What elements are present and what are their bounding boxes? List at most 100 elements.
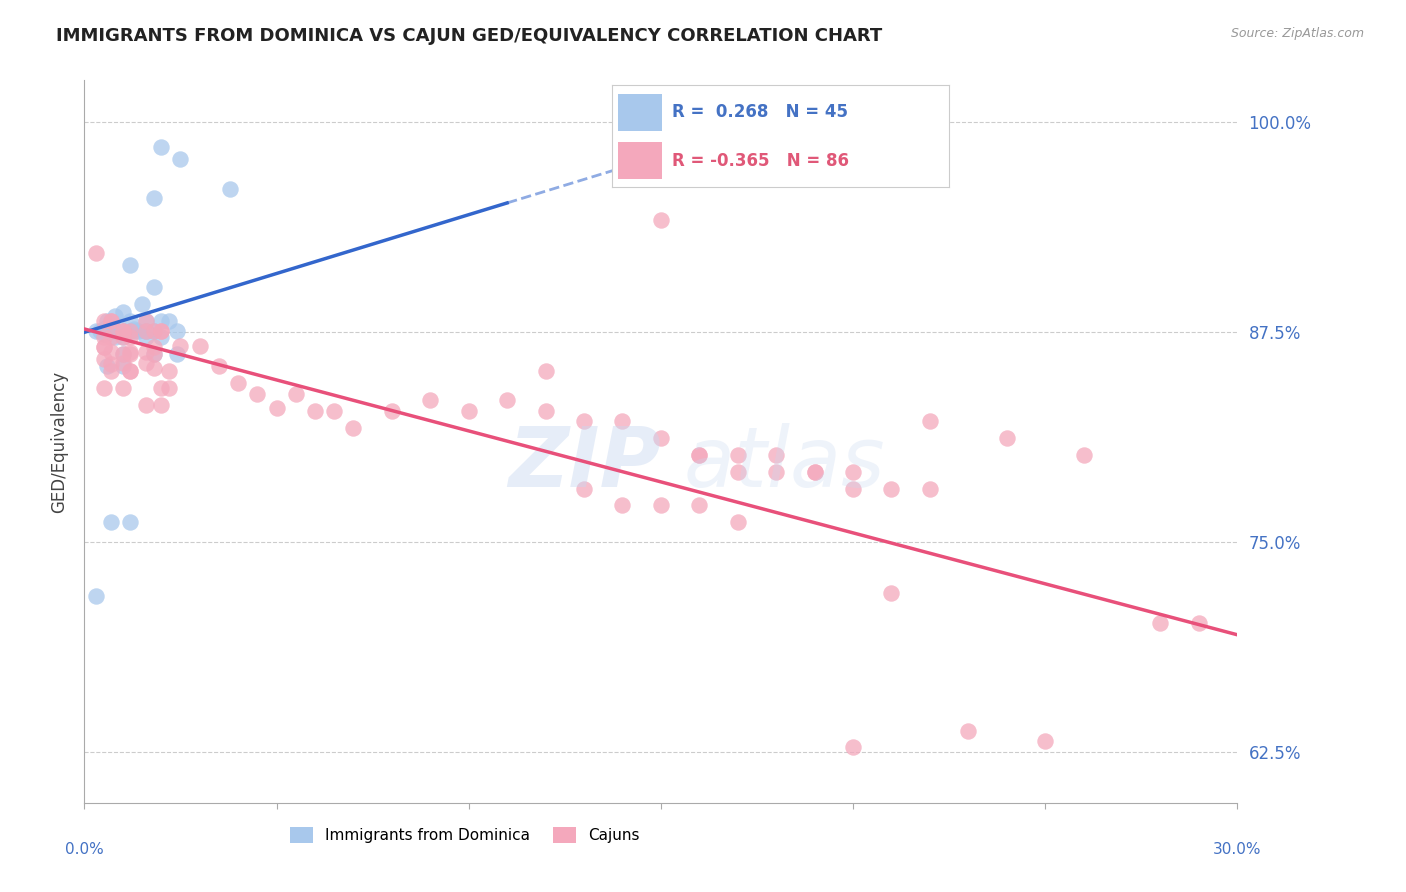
Point bbox=[688, 448, 710, 462]
Point bbox=[100, 313, 122, 327]
Text: 0.0%: 0.0% bbox=[65, 842, 104, 856]
Point bbox=[457, 404, 479, 418]
Text: atlas: atlas bbox=[683, 423, 886, 504]
Point bbox=[111, 347, 134, 361]
Point bbox=[612, 499, 634, 513]
Point bbox=[93, 326, 115, 341]
Point bbox=[142, 341, 165, 355]
Point bbox=[135, 324, 157, 338]
Point bbox=[381, 404, 404, 418]
Point bbox=[135, 330, 157, 344]
Point bbox=[142, 191, 165, 205]
Point bbox=[111, 305, 134, 319]
Point bbox=[104, 309, 127, 323]
Point bbox=[89, 324, 111, 338]
Point bbox=[842, 740, 865, 755]
Point bbox=[111, 355, 134, 369]
Point bbox=[111, 347, 134, 361]
Point bbox=[142, 324, 165, 338]
Point bbox=[150, 330, 173, 344]
Point bbox=[650, 431, 672, 445]
Point bbox=[100, 357, 122, 371]
Text: R = -0.365   N = 86: R = -0.365 N = 86 bbox=[672, 152, 849, 169]
Point bbox=[100, 313, 122, 327]
Point bbox=[803, 465, 825, 479]
Point bbox=[142, 324, 165, 338]
Point bbox=[120, 364, 142, 378]
Point bbox=[93, 330, 115, 344]
Bar bbox=[619, 142, 662, 179]
Text: 30.0%: 30.0% bbox=[1213, 842, 1261, 856]
Point bbox=[120, 258, 142, 272]
Point bbox=[534, 404, 557, 418]
Point bbox=[612, 414, 634, 428]
Point bbox=[1149, 615, 1171, 630]
Point bbox=[803, 465, 825, 479]
Point bbox=[169, 339, 191, 353]
Point bbox=[111, 324, 134, 338]
Point bbox=[323, 404, 346, 418]
Point bbox=[93, 352, 115, 367]
Point bbox=[104, 330, 127, 344]
Point bbox=[765, 465, 787, 479]
Point bbox=[127, 324, 149, 338]
Legend: Immigrants from Dominica, Cajuns: Immigrants from Dominica, Cajuns bbox=[284, 822, 645, 849]
Point bbox=[727, 515, 749, 529]
Point bbox=[688, 499, 710, 513]
Point bbox=[842, 465, 865, 479]
Point bbox=[266, 401, 288, 415]
Point bbox=[727, 448, 749, 462]
Point bbox=[120, 324, 142, 338]
Point bbox=[120, 364, 142, 378]
Point bbox=[120, 313, 142, 327]
Point bbox=[111, 330, 134, 344]
Point bbox=[166, 347, 188, 361]
Point bbox=[572, 482, 595, 496]
Point bbox=[124, 324, 146, 338]
Point bbox=[100, 330, 122, 344]
Point bbox=[135, 355, 157, 369]
Point bbox=[650, 212, 672, 227]
Point bbox=[219, 182, 242, 196]
Point bbox=[1188, 615, 1211, 630]
Point bbox=[93, 341, 115, 355]
Point bbox=[93, 313, 115, 327]
Point bbox=[135, 324, 157, 338]
Point bbox=[419, 392, 441, 407]
Point bbox=[93, 324, 115, 338]
Point bbox=[157, 381, 180, 395]
Point bbox=[100, 364, 122, 378]
Point bbox=[188, 339, 211, 353]
Point bbox=[135, 324, 157, 338]
Point bbox=[100, 324, 122, 338]
Point bbox=[124, 322, 146, 336]
Point bbox=[93, 322, 115, 336]
Point bbox=[880, 586, 903, 600]
Point bbox=[142, 360, 165, 375]
Point bbox=[135, 313, 157, 327]
Point bbox=[96, 313, 118, 327]
Point bbox=[166, 324, 188, 338]
Point bbox=[96, 359, 118, 373]
Point bbox=[111, 359, 134, 373]
Point bbox=[650, 499, 672, 513]
Point bbox=[120, 345, 142, 359]
Point bbox=[111, 324, 134, 338]
Point bbox=[246, 387, 269, 401]
Point bbox=[104, 322, 127, 336]
Point bbox=[111, 324, 134, 338]
Point bbox=[208, 359, 231, 373]
Point bbox=[765, 448, 787, 462]
Point bbox=[157, 313, 180, 327]
Point bbox=[93, 381, 115, 395]
Point bbox=[142, 280, 165, 294]
Text: ZIP: ZIP bbox=[508, 423, 661, 504]
Point bbox=[100, 515, 122, 529]
Point bbox=[131, 297, 153, 311]
Point bbox=[995, 431, 1018, 445]
Point bbox=[96, 320, 118, 334]
Point bbox=[918, 482, 941, 496]
Point bbox=[150, 398, 173, 412]
Point bbox=[169, 153, 191, 167]
Point bbox=[226, 376, 249, 390]
